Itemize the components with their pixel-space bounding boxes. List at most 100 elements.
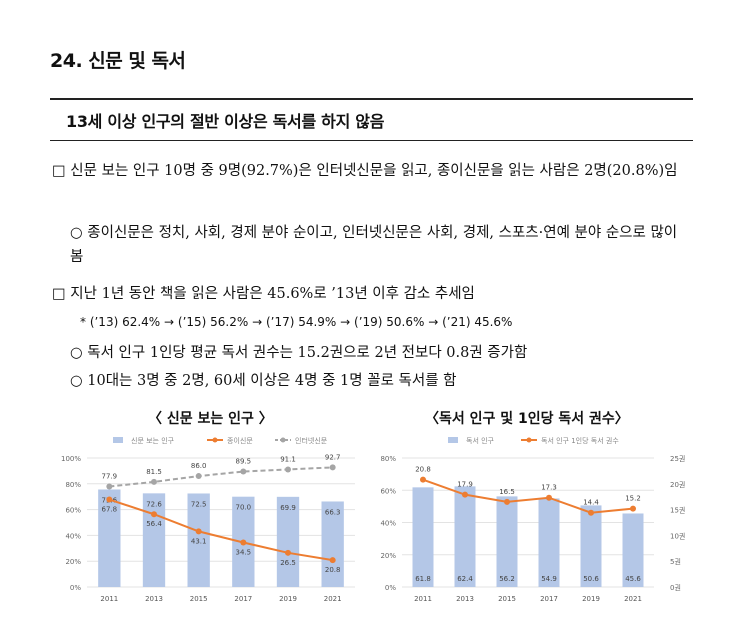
data-point bbox=[151, 511, 157, 518]
data-point bbox=[240, 468, 247, 475]
x-tick-label: 2021 bbox=[624, 595, 642, 603]
line-value-label: 26.5 bbox=[280, 559, 296, 567]
bar-value-label: 54.9 bbox=[541, 575, 557, 583]
x-tick-label: 2013 bbox=[456, 595, 474, 603]
reading-trend-note: * (’13) 62.4% → (’15) 56.2% → (’17) 54.9… bbox=[80, 315, 513, 329]
line-value-label: 34.5 bbox=[236, 548, 252, 556]
bar bbox=[98, 489, 121, 587]
bar-value-label: 72.5 bbox=[191, 500, 207, 508]
line-value-label: 20.8 bbox=[415, 466, 431, 474]
paragraph-newspaper-detail: ○ 종이신문은 정치, 사회, 경제 분야 순이고, 인터넷신문은 사회, 경제… bbox=[70, 225, 678, 265]
chart-newspaper: 0% 20% 40% 60% 80% 100% 2011 2013 2015 2017 2019 20… bbox=[61, 436, 355, 603]
bar bbox=[187, 493, 210, 587]
section-title: 24. 신문 및 독서 bbox=[50, 50, 186, 72]
y-tick-label: 40% bbox=[380, 520, 396, 528]
legend-label: 종이신문 bbox=[227, 436, 253, 445]
y-tick-label: 20% bbox=[380, 552, 396, 560]
y2-tick-label: 5권 bbox=[670, 558, 681, 566]
line-value-label: 92.7 bbox=[325, 453, 341, 461]
data-point bbox=[106, 483, 113, 490]
legend-swatch bbox=[448, 437, 458, 443]
y2-tick-label: 0권 bbox=[670, 584, 681, 592]
legend-marker bbox=[212, 437, 218, 443]
legend-marker bbox=[280, 437, 286, 443]
x-tick-label: 2021 bbox=[324, 595, 342, 603]
x-tick-label: 2015 bbox=[190, 595, 208, 603]
bar bbox=[276, 496, 300, 587]
y-tick-label: 80% bbox=[65, 481, 81, 489]
line-value-label: 14.4 bbox=[583, 499, 599, 507]
y-tick-label: 100% bbox=[61, 455, 81, 463]
data-point bbox=[504, 498, 510, 505]
data-point bbox=[151, 478, 157, 485]
chart-newspaper-title: 〈 신문 보는 인구 〉 bbox=[148, 411, 273, 427]
bar bbox=[538, 498, 560, 587]
legend-label: 신문 보는 인구 bbox=[131, 436, 175, 445]
x-tick-label: 2015 bbox=[498, 595, 516, 603]
y-tick-label: 80% bbox=[380, 455, 396, 463]
data-point bbox=[329, 557, 336, 564]
y-tick-label: 0% bbox=[70, 584, 81, 592]
bar bbox=[622, 513, 644, 587]
line-value-label: 86.0 bbox=[191, 462, 207, 470]
x-tick-label: 2011 bbox=[414, 595, 432, 603]
line-value-label: 43.1 bbox=[191, 537, 207, 545]
y-tick-label: 60% bbox=[65, 507, 81, 515]
bar-value-label: 50.6 bbox=[583, 575, 599, 583]
legend-label: 인터넷신문 bbox=[295, 436, 328, 445]
data-point bbox=[240, 539, 247, 546]
legend-label: 독서 인구 1인당 독서 권수 bbox=[541, 436, 619, 445]
paragraph-reading: □ 지난 1년 동안 책을 읽은 사람은 45.6%로 ’13년 이후 감소 추… bbox=[52, 286, 475, 302]
y-tick-label: 40% bbox=[65, 532, 81, 540]
data-point bbox=[588, 509, 594, 516]
legend-swatch bbox=[113, 437, 123, 443]
x-tick-label: 2013 bbox=[145, 595, 163, 603]
paragraph-books-per-reader: ○ 독서 인구 1인당 평균 독서 권수는 15.2권으로 2년 전보다 0.8… bbox=[70, 345, 528, 361]
series-line bbox=[109, 466, 333, 488]
subtitle-box-top-rule bbox=[50, 98, 693, 100]
x-tick-label: 2017 bbox=[540, 595, 558, 603]
series-line bbox=[109, 498, 333, 562]
bar-value-label: 72.6 bbox=[146, 500, 162, 508]
bar-value-label: 70.0 bbox=[236, 504, 252, 512]
line-value-label: 67.8 bbox=[102, 506, 118, 514]
line-value-label: 81.5 bbox=[146, 468, 162, 476]
data-point bbox=[195, 528, 202, 535]
x-tick-label: 2011 bbox=[100, 595, 118, 603]
data-point bbox=[630, 505, 636, 512]
line-value-label: 16.5 bbox=[499, 488, 515, 496]
line-value-label: 17.9 bbox=[457, 481, 473, 489]
bar-value-label: 66.3 bbox=[325, 508, 341, 516]
x-tick-label: 2019 bbox=[279, 595, 297, 603]
chart-reading-title: 〈독서 인구 및 1인당 독서 권수〉 bbox=[425, 411, 629, 427]
data-point bbox=[285, 549, 291, 556]
bar-value-label: 62.4 bbox=[457, 575, 473, 583]
series-line bbox=[422, 478, 634, 514]
y-tick-label: 0% bbox=[385, 584, 396, 592]
data-point bbox=[329, 464, 336, 471]
subtitle-box-bottom-rule bbox=[50, 140, 693, 141]
y2-tick-label: 10권 bbox=[670, 532, 685, 540]
bar-value-label: 45.6 bbox=[625, 575, 641, 583]
paragraph-newspaper: □ 신문 보는 인구 10명 중 9명(92.7%)은 인터넷신문을 읽고, 종… bbox=[52, 163, 678, 179]
data-point bbox=[195, 473, 202, 480]
data-point bbox=[420, 476, 426, 483]
bar bbox=[454, 486, 476, 587]
line-value-label: 20.8 bbox=[325, 566, 341, 574]
bar bbox=[412, 487, 434, 587]
x-tick-label: 2019 bbox=[582, 595, 600, 603]
data-point bbox=[106, 496, 113, 503]
line-value-label: 77.9 bbox=[102, 473, 118, 481]
x-tick-label: 2017 bbox=[234, 595, 252, 603]
line-value-label: 56.4 bbox=[146, 520, 162, 528]
bar-value-label: 56.2 bbox=[499, 575, 515, 583]
bar-value-label: 69.9 bbox=[280, 504, 296, 512]
section-subtitle: 13세 이상 인구의 절반 이상은 독서를 하지 않음 bbox=[66, 112, 385, 131]
line-value-label: 89.5 bbox=[236, 458, 252, 466]
bar bbox=[496, 496, 518, 587]
bar-value-label: 61.8 bbox=[415, 575, 431, 583]
line-value-label: 17.3 bbox=[541, 484, 557, 492]
line-value-label: 91.1 bbox=[280, 455, 296, 463]
y2-tick-label: 20권 bbox=[670, 481, 685, 489]
legend-marker bbox=[526, 437, 532, 443]
